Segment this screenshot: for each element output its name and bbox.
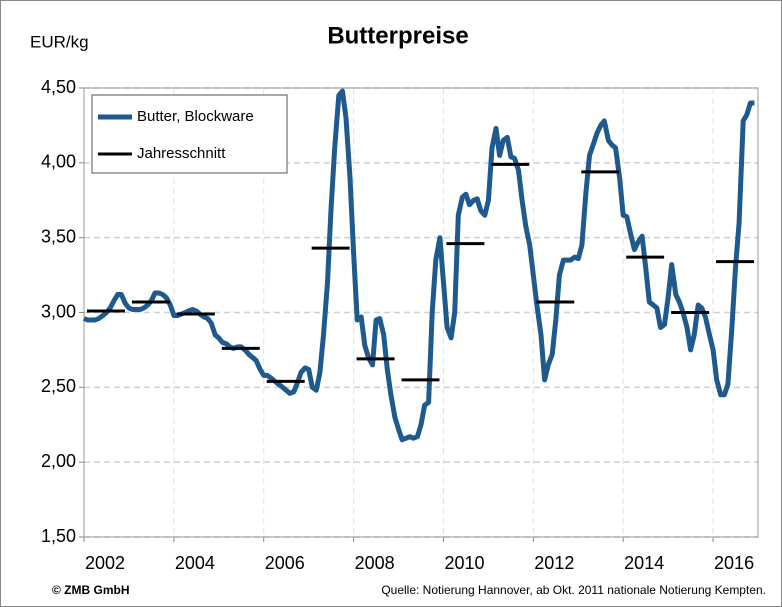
y-tick-label: 1,50 bbox=[41, 526, 76, 546]
x-tick-label: 2014 bbox=[624, 553, 664, 573]
y-tick-label: 2,00 bbox=[41, 451, 76, 471]
x-tick-label: 2008 bbox=[355, 553, 395, 573]
x-tick-label: 2010 bbox=[444, 553, 484, 573]
x-tick-label: 2012 bbox=[534, 553, 574, 573]
legend-label: Butter, Blockware bbox=[137, 108, 254, 125]
y-tick-label: 3,50 bbox=[41, 226, 76, 246]
legend: Butter, Blockware Jahresschnitt bbox=[91, 94, 288, 174]
y-axis-label: EUR/kg bbox=[30, 32, 89, 51]
price-line bbox=[83, 88, 755, 443]
x-tick-label: 2004 bbox=[175, 553, 215, 573]
chart-title: Butterpreise bbox=[327, 22, 468, 49]
y-tick-label: 4,00 bbox=[41, 152, 76, 172]
copyright: © ZMB GmbH bbox=[52, 583, 130, 597]
x-tick-label: 2006 bbox=[265, 553, 305, 573]
plot-border bbox=[83, 87, 759, 538]
legend-box bbox=[91, 94, 288, 174]
x-tick-label: 2016 bbox=[714, 553, 754, 573]
y-tick-label: 4,50 bbox=[41, 77, 76, 97]
source-note: Quelle: Notierung Hannover, ab Okt. 2011… bbox=[381, 583, 766, 597]
y-tick-label: 2,50 bbox=[41, 376, 76, 396]
legend-label: Jahresschnitt bbox=[137, 145, 226, 162]
y-tick-label: 3,00 bbox=[41, 301, 76, 321]
x-tick-label: 2002 bbox=[85, 553, 125, 573]
